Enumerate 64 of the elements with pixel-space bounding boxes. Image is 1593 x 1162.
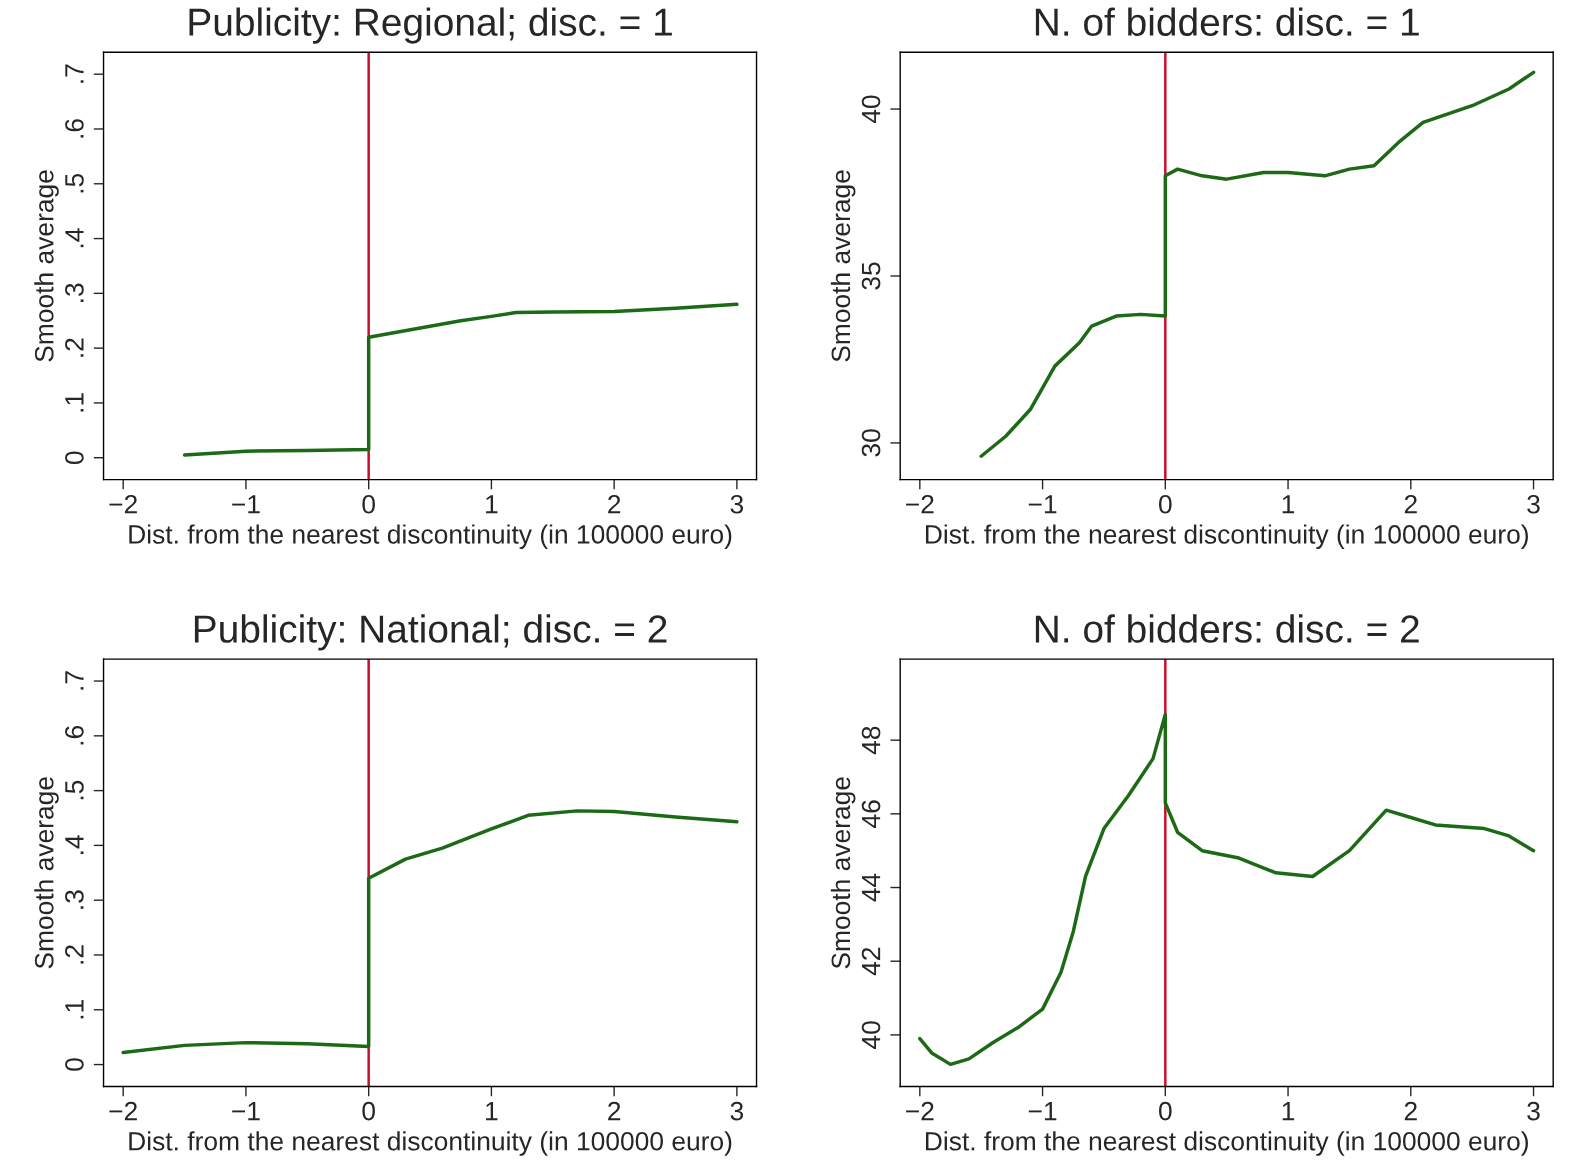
x-tick-label: 3 bbox=[1527, 494, 1540, 514]
x-tick-label: 1 bbox=[1282, 495, 1295, 514]
y-tick-label: .1 bbox=[65, 393, 84, 412]
y-tick-label: .6 bbox=[65, 119, 84, 138]
chart-title: N. of bidders: disc. = 1 bbox=[1035, 7, 1419, 37]
y-axis-title: Smooth average bbox=[34, 777, 59, 969]
y-tick-label: 0 bbox=[65, 1058, 84, 1071]
y-axis-title: Smooth average bbox=[830, 777, 856, 969]
x-tick-label: 3 bbox=[730, 1101, 744, 1121]
y-tick-label: 44 bbox=[861, 873, 881, 902]
x-tick-label: 3 bbox=[730, 494, 744, 514]
x-tick-label: 2 bbox=[1404, 494, 1417, 514]
x-tick-label: 0 bbox=[1159, 494, 1172, 514]
x-tick-label: −2 bbox=[109, 494, 137, 514]
y-tick-label: .6 bbox=[65, 725, 84, 745]
x-tick-label: 0 bbox=[362, 1101, 375, 1121]
line-series bbox=[979, 70, 1536, 459]
y-tick-label: 42 bbox=[861, 947, 881, 976]
x-tick-label: 0 bbox=[1159, 1101, 1172, 1121]
y-tick-label: 48 bbox=[861, 726, 881, 755]
y-axis-title: Smooth average bbox=[830, 170, 856, 362]
x-tick-label: 2 bbox=[608, 494, 621, 514]
x-tick-label: −1 bbox=[232, 495, 260, 514]
y-tick-label: .4 bbox=[65, 228, 84, 248]
line-series bbox=[121, 809, 739, 1055]
y-tick-label: .7 bbox=[65, 64, 84, 83]
x-axis-title: Dist. from the nearest discontinuity (in 100000 euro) bbox=[925, 1131, 1528, 1156]
y-tick-label: 40 bbox=[861, 95, 881, 124]
x-tick-label: −1 bbox=[1028, 1102, 1057, 1121]
x-tick-label: 0 bbox=[362, 494, 375, 514]
x-tick-label: 3 bbox=[1527, 1101, 1540, 1121]
y-tick-label: 35 bbox=[861, 262, 881, 290]
x-axis-title: Dist. from the nearest discontinuity (in 100000 euro) bbox=[129, 524, 732, 549]
y-tick-label: 46 bbox=[861, 800, 881, 828]
y-tick-label: 0 bbox=[65, 451, 84, 465]
x-tick-label: 1 bbox=[486, 495, 498, 514]
x-tick-label: 1 bbox=[1282, 1102, 1295, 1121]
x-tick-label: −2 bbox=[906, 1101, 934, 1121]
x-tick-label: 2 bbox=[1404, 1101, 1417, 1121]
x-tick-label: 1 bbox=[486, 1102, 498, 1121]
y-tick-label: .2 bbox=[65, 945, 84, 964]
y-tick-label: .5 bbox=[65, 173, 84, 193]
x-axis-title: Dist. from the nearest discontinuity (in 100000 euro) bbox=[925, 524, 1528, 549]
x-tick-label: −1 bbox=[1028, 495, 1057, 514]
y-tick-label: .2 bbox=[65, 338, 84, 357]
x-tick-label: −2 bbox=[109, 1101, 137, 1121]
x-tick-label: −1 bbox=[232, 1102, 260, 1121]
y-tick-label: .5 bbox=[65, 780, 84, 800]
y-tick-label: .1 bbox=[65, 1000, 84, 1019]
x-tick-label: 2 bbox=[608, 1101, 621, 1121]
line-series bbox=[918, 712, 1536, 1067]
chart-title: Publicity: National; disc. = 2 bbox=[194, 614, 667, 651]
x-axis-title: Dist. from the nearest discontinuity (in 100000 euro) bbox=[129, 1131, 732, 1156]
y-tick-label: 30 bbox=[861, 429, 881, 457]
y-tick-label: .4 bbox=[65, 835, 84, 854]
y-tick-label: .3 bbox=[65, 890, 84, 909]
chart-title: Publicity: Regional; disc. = 1 bbox=[189, 7, 672, 44]
y-tick-label: .7 bbox=[65, 671, 84, 690]
y-tick-label: 40 bbox=[861, 1021, 881, 1049]
chart-title: N. of bidders: disc. = 2 bbox=[1035, 614, 1419, 643]
y-tick-label: .3 bbox=[65, 283, 84, 302]
y-axis-title: Smooth average bbox=[34, 170, 59, 362]
line-series bbox=[182, 302, 739, 457]
x-tick-label: −2 bbox=[906, 494, 934, 514]
